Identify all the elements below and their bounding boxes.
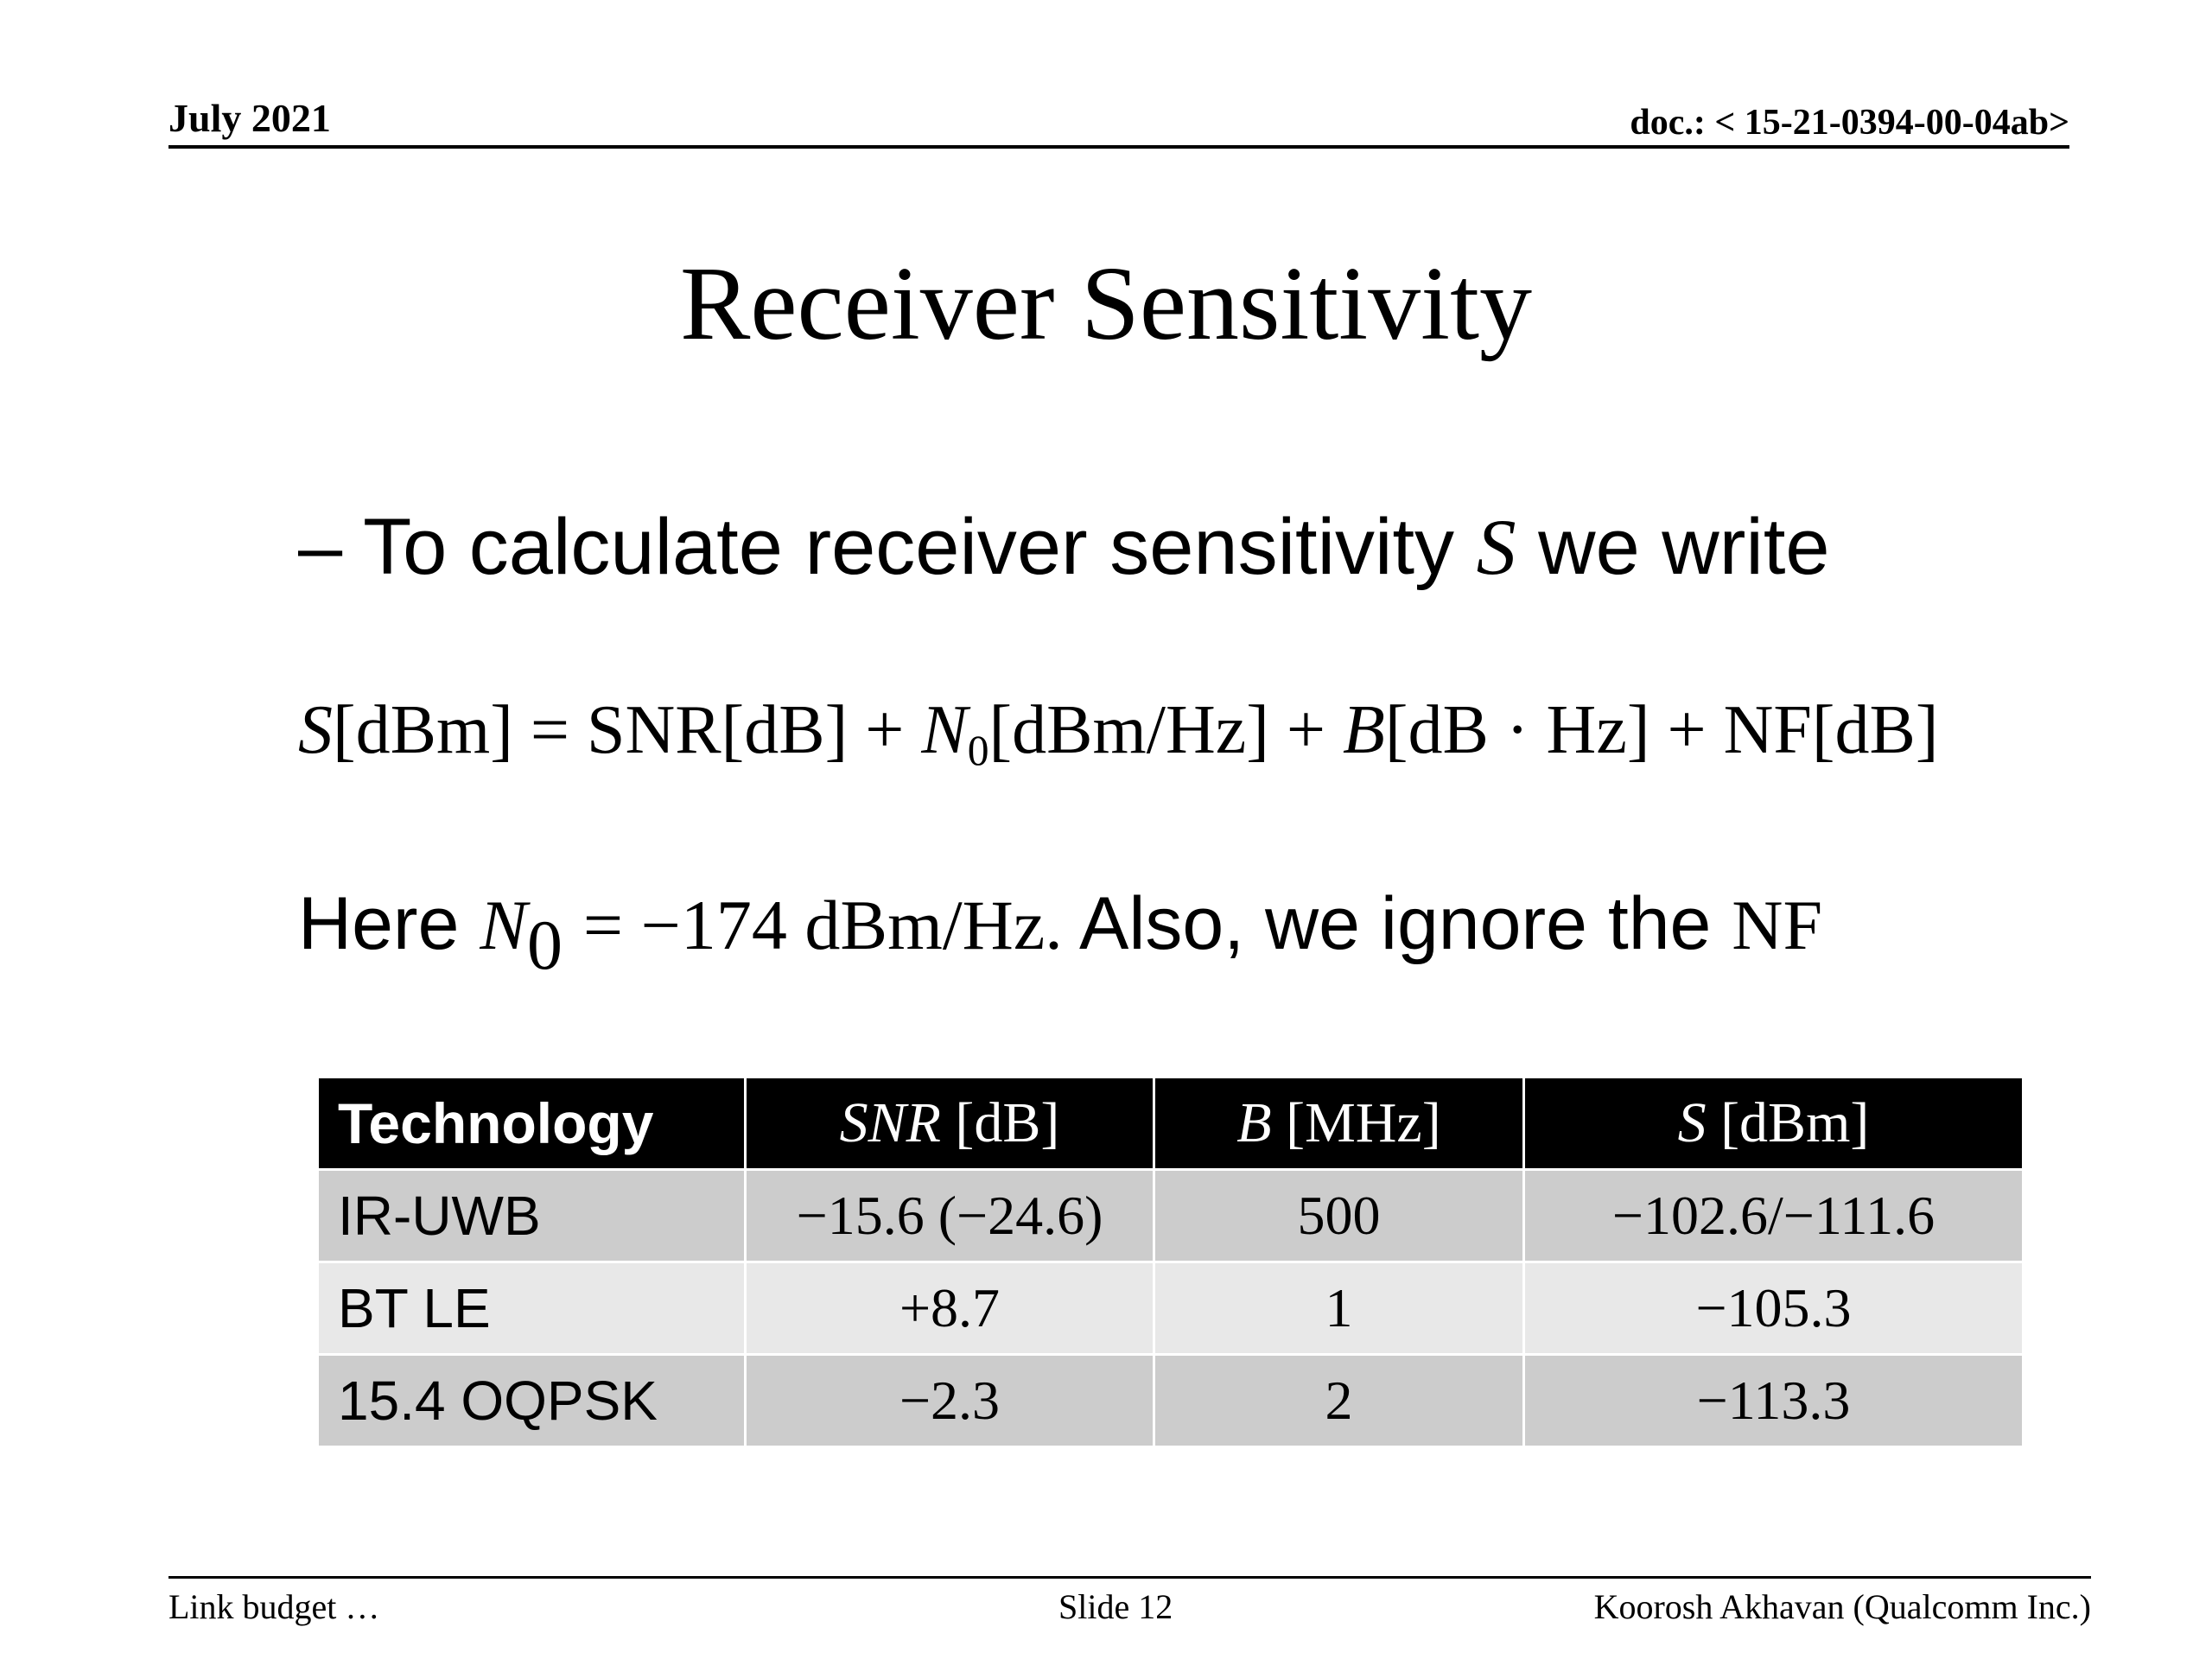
noise-note: Here N0 = −174 dBm/Hz. Also, we ignore t…	[298, 881, 1822, 986]
cell-bandwidth: 1	[1153, 1261, 1525, 1356]
cell-bandwidth: 2	[1153, 1353, 1525, 1448]
footer-author: Koorosh Akhavan (Qualcomm Inc.)	[1593, 1587, 2091, 1626]
cell-technology: BT LE	[316, 1261, 747, 1356]
note-also: Also, we ignore the	[1078, 882, 1712, 965]
cell-snr: −15.6 (−24.6)	[744, 1168, 1155, 1263]
table-row: IR-UWB −15.6 (−24.6) 500 −102.6/−111.6	[316, 1168, 2024, 1263]
header-snr-symbol: SNR	[839, 1091, 941, 1154]
header-technology: Technology	[316, 1076, 747, 1171]
equation-s: S	[298, 692, 333, 768]
header-bandwidth-unit: [MHz]	[1271, 1091, 1441, 1154]
header-snr: SNR [dB]	[744, 1076, 1155, 1171]
header-sensitivity-unit: [dBm]	[1706, 1091, 1870, 1154]
table-row: 15.4 OQPSK −2.3 2 −113.3	[316, 1353, 2024, 1448]
equation-b-unit: [dB · Hz] + NF[dB]	[1384, 692, 1939, 768]
equation-n: N	[921, 692, 968, 768]
header-divider	[168, 145, 2069, 149]
header-snr-unit: [dB]	[940, 1091, 1060, 1154]
header-sensitivity-symbol: S	[1677, 1091, 1707, 1154]
header-bandwidth: B [MHz]	[1153, 1076, 1525, 1171]
table-header-row: Technology SNR [dB] B [MHz] S [dBm]	[316, 1076, 2024, 1171]
slide-title: Receiver Sensitivity	[680, 245, 1532, 362]
cell-technology: 15.4 OQPSK	[316, 1353, 747, 1448]
cell-bandwidth: 500	[1153, 1168, 1525, 1263]
header-sensitivity: S [dBm]	[1522, 1076, 2024, 1171]
header-technology-label: Technology	[338, 1091, 654, 1155]
note-value: = −174 dBm/Hz.	[582, 886, 1063, 964]
sensitivity-equation: S[dBm] = SNR[dB] + N0[dBm/Hz] + B[dB · H…	[298, 691, 1939, 775]
bullet-tail: we write	[1538, 503, 1830, 591]
footer-topic: Link budget …	[168, 1587, 380, 1626]
note-nf: NF	[1732, 886, 1823, 964]
equation-n-sub: 0	[967, 726, 989, 774]
cell-technology: IR-UWB	[316, 1168, 747, 1263]
footer-divider	[168, 1576, 2091, 1579]
bullet-dash: –	[298, 503, 343, 591]
bullet-line: – To calculate receiver sensitivity S we…	[298, 501, 1830, 593]
cell-snr: −2.3	[744, 1353, 1155, 1448]
bullet-symbol: S	[1476, 503, 1516, 591]
equation-s-unit: [dBm] = SNR[dB] +	[333, 692, 922, 768]
header-bandwidth-symbol: B	[1236, 1091, 1272, 1154]
cell-sensitivity: −113.3	[1522, 1353, 2024, 1448]
equation-b: B	[1343, 692, 1385, 768]
header-doc-id: doc.: < 15-21-0394-00-04ab>	[1630, 103, 2069, 143]
equation-n-unit: [dBm/Hz] +	[988, 692, 1344, 768]
cell-sensitivity: −102.6/−111.6	[1522, 1168, 2024, 1263]
cell-snr: +8.7	[744, 1261, 1155, 1356]
cell-sensitivity: −105.3	[1522, 1261, 2024, 1356]
sensitivity-table: Technology SNR [dB] B [MHz] S [dBm] IR-U…	[316, 1076, 2024, 1448]
header-date: July 2021	[168, 96, 331, 140]
note-n-sub: 0	[527, 905, 563, 984]
note-here: Here	[298, 882, 460, 965]
note-n: N	[480, 886, 528, 964]
footer-slide-number: Slide 12	[1058, 1587, 1173, 1626]
bullet-text: To calculate receiver sensitivity	[363, 503, 1455, 591]
table-row: BT LE +8.7 1 −105.3	[316, 1261, 2024, 1356]
